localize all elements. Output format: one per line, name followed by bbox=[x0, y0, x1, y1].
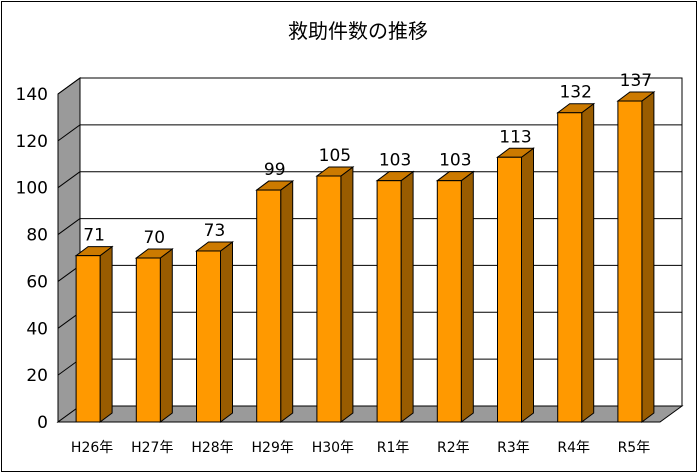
y-tick-label: 120 bbox=[16, 132, 48, 152]
data-label: 103 bbox=[439, 151, 471, 171]
bar-front bbox=[316, 175, 342, 423]
bar bbox=[315, 166, 355, 423]
x-tick-label: R3年 bbox=[497, 440, 530, 456]
bar-front bbox=[196, 250, 221, 423]
bar-side bbox=[400, 170, 414, 423]
data-label: 132 bbox=[559, 83, 591, 103]
x-tick-label: H28年 bbox=[191, 440, 233, 456]
gridline-depth bbox=[57, 77, 81, 95]
y-tick-label: 60 bbox=[26, 272, 48, 292]
bars: 71 70 73 99 105 103 103 113 132 137 bbox=[74, 71, 656, 423]
bar-side bbox=[521, 147, 534, 423]
y-tick-label: 80 bbox=[26, 226, 48, 246]
data-label: 113 bbox=[499, 127, 531, 147]
data-label: 70 bbox=[143, 228, 165, 248]
data-label: 99 bbox=[264, 160, 286, 180]
bar bbox=[375, 170, 415, 423]
y-tick-label: 100 bbox=[16, 179, 48, 199]
y-tick-label: 0 bbox=[37, 413, 48, 433]
bar bbox=[195, 240, 234, 423]
x-tick-label: R2年 bbox=[437, 440, 470, 456]
bar-side bbox=[581, 102, 595, 423]
bar-side bbox=[159, 248, 173, 423]
bar bbox=[134, 248, 174, 423]
x-tick-label: R4年 bbox=[557, 440, 590, 456]
bar-front bbox=[497, 156, 522, 423]
bar-front bbox=[256, 189, 282, 423]
y-tick-label: 140 bbox=[16, 85, 48, 105]
bar-front bbox=[436, 180, 462, 423]
x-tick-label: H27年 bbox=[131, 440, 173, 456]
bar-side bbox=[280, 180, 294, 423]
bar-side bbox=[460, 170, 474, 423]
x-tick-label: R1年 bbox=[377, 440, 410, 456]
data-label: 137 bbox=[620, 71, 652, 91]
y-axis: 0 20 40 60 80 100 120 140 bbox=[16, 85, 48, 433]
bar-side bbox=[641, 91, 655, 423]
data-label: 73 bbox=[204, 221, 226, 241]
bar bbox=[496, 147, 535, 423]
data-label: 103 bbox=[379, 151, 411, 171]
bar-side bbox=[99, 245, 113, 423]
x-tick-label: H26年 bbox=[71, 440, 113, 456]
x-tick-label: H29年 bbox=[252, 440, 294, 456]
bar-front bbox=[617, 100, 643, 423]
bar-front bbox=[557, 112, 583, 423]
bar bbox=[435, 170, 475, 423]
x-tick-label: H30年 bbox=[312, 440, 354, 456]
bar bbox=[616, 91, 656, 423]
bar bbox=[556, 102, 596, 423]
gridline-depth bbox=[57, 124, 81, 142]
gridline-depth bbox=[57, 218, 81, 235]
bar-side bbox=[340, 166, 354, 423]
x-tick-label: R5年 bbox=[618, 440, 651, 456]
bar-front bbox=[75, 255, 101, 423]
y-tick-label: 40 bbox=[26, 319, 48, 339]
x-axis: H26年 H27年 H28年 H29年 H30年 R1年 R2年 R3年 R4年 R5年 bbox=[71, 440, 650, 456]
y-tick-label: 20 bbox=[26, 366, 48, 386]
bar bbox=[74, 245, 114, 423]
bar-side bbox=[220, 240, 233, 423]
chart-title: 救助件数の推移 bbox=[288, 19, 428, 43]
bar-front bbox=[376, 180, 402, 423]
bar bbox=[255, 180, 295, 423]
bar-front bbox=[135, 257, 161, 423]
data-label: 105 bbox=[319, 146, 351, 166]
gridline-depth bbox=[57, 171, 81, 189]
data-label: 71 bbox=[83, 226, 105, 246]
